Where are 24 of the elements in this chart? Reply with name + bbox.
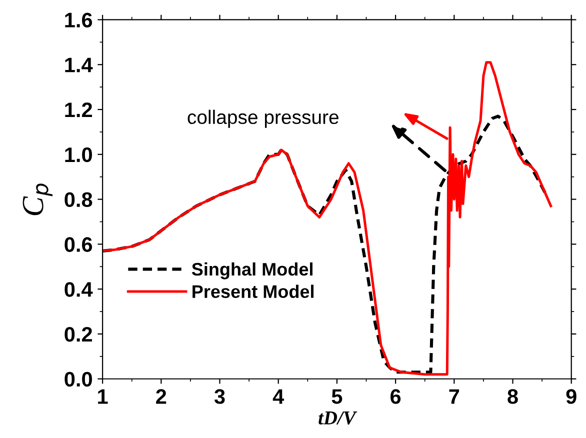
x-tick-label: 6 bbox=[390, 389, 401, 404]
y-tick-label: 1.2 bbox=[65, 102, 92, 118]
y-tick-label: 0.2 bbox=[64, 326, 92, 342]
x-tick-label: 3 bbox=[214, 389, 225, 404]
annotation: collapse pressure bbox=[188, 110, 338, 128]
x-axis-title: tD/V bbox=[318, 411, 358, 425]
x-tick-label: 2 bbox=[156, 389, 166, 404]
x-tick-label: 9 bbox=[566, 389, 576, 404]
y-tick-label: 1.0 bbox=[65, 147, 92, 162]
x-tick-label: 4 bbox=[272, 389, 284, 404]
y-tick-label: 0.0 bbox=[64, 372, 92, 387]
y-tick-label: 0.6 bbox=[64, 237, 92, 252]
x-tick-label: 5 bbox=[332, 389, 342, 404]
legend-label: Singhal Model bbox=[192, 262, 312, 280]
y-tick-label: 0.8 bbox=[64, 192, 92, 208]
y-tick-label: 1.4 bbox=[65, 58, 93, 72]
x-tick-label: 7 bbox=[449, 389, 460, 404]
x-tick-label: 8 bbox=[508, 389, 518, 404]
legend-label: Present Model bbox=[192, 284, 314, 298]
y-tick-label: 0.4 bbox=[64, 282, 93, 297]
y-axis-title: C$_{p}$ bbox=[22, 184, 53, 216]
y-tick-label: 1.6 bbox=[65, 12, 92, 28]
line-series bbox=[102, 61, 552, 376]
x-tick-label: 1 bbox=[98, 389, 108, 404]
